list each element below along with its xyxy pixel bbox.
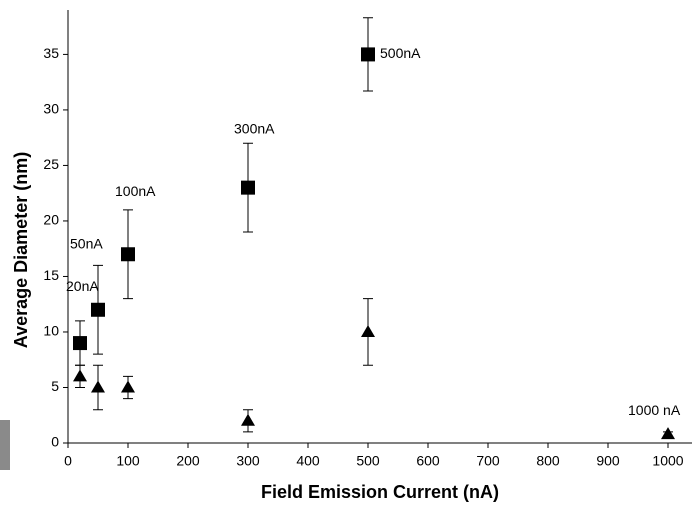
y-tick-label: 15 [43, 267, 59, 283]
marker-square [361, 47, 375, 62]
point-label: 1000 nA [628, 402, 681, 418]
y-axis-title: Average Diameter (nm) [11, 152, 31, 348]
x-tick-label: 100 [116, 453, 140, 469]
image-fragment [0, 420, 10, 470]
x-tick-label: 400 [296, 453, 320, 469]
y-tick-label: 5 [51, 378, 59, 394]
marker-square [91, 302, 105, 317]
x-tick-label: 600 [416, 453, 440, 469]
x-tick-label: 900 [596, 453, 620, 469]
point-label: 20nA [66, 278, 99, 294]
marker-square [73, 336, 87, 351]
y-tick-label: 10 [43, 323, 59, 339]
x-tick-label: 500 [356, 453, 380, 469]
x-tick-label: 0 [64, 453, 72, 469]
marker-square [241, 180, 255, 195]
y-tick-label: 35 [43, 45, 59, 61]
y-tick-label: 20 [43, 212, 59, 228]
point-label: 100nA [115, 183, 156, 199]
marker-triangle [241, 413, 255, 426]
marker-triangle [121, 380, 135, 393]
marker-triangle [73, 369, 87, 382]
marker-square [121, 247, 135, 262]
y-tick-label: 25 [43, 156, 59, 172]
marker-triangle [91, 380, 105, 393]
x-tick-label: 200 [176, 453, 200, 469]
point-label: 500nA [380, 45, 421, 61]
x-tick-label: 1000 [652, 453, 683, 469]
y-tick-label: 30 [43, 101, 59, 117]
y-tick-label: 0 [51, 434, 59, 450]
x-tick-label: 700 [476, 453, 500, 469]
marker-triangle [361, 324, 375, 337]
marker-triangle [661, 427, 675, 440]
point-label: 300nA [234, 120, 275, 136]
x-axis-title: Field Emission Current (nA) [261, 482, 499, 502]
x-tick-label: 800 [536, 453, 560, 469]
x-tick-label: 300 [236, 453, 260, 469]
point-label: 50nA [70, 235, 103, 251]
